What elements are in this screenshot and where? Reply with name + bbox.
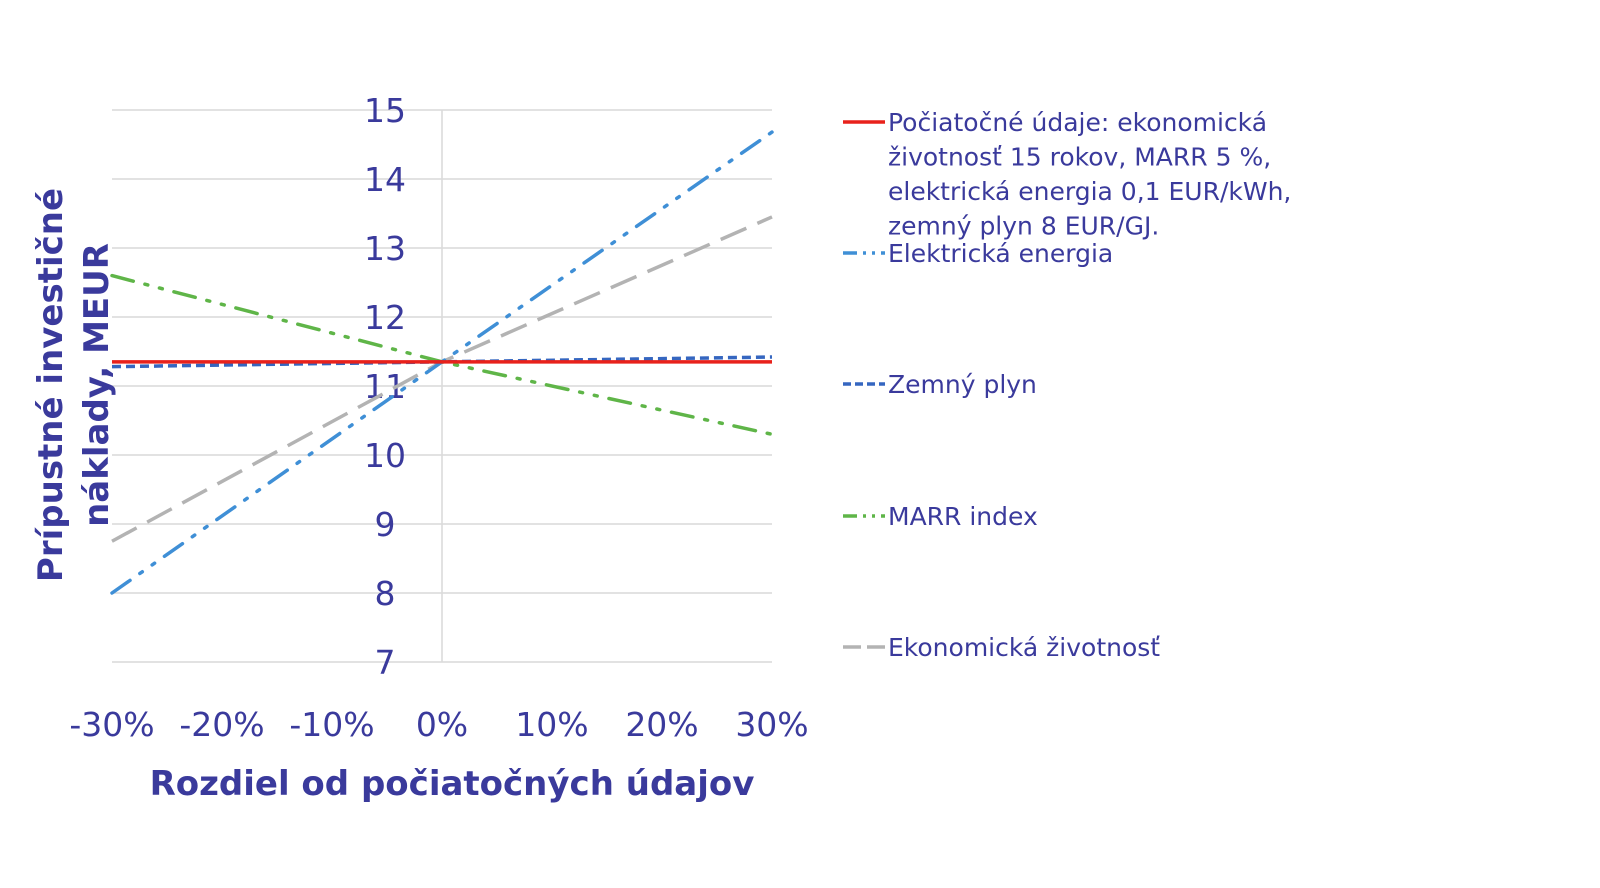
y-tick-label: 8 <box>375 574 396 613</box>
x-tick-label: -30% <box>69 705 154 744</box>
y-axis-title: Prípustné investičné náklady, MEUR <box>31 188 117 582</box>
legend-label: Zemný plyn <box>888 370 1037 399</box>
y-tick-label: 14 <box>364 160 406 199</box>
y-tick-label: 9 <box>375 505 396 544</box>
y-tick-label: 13 <box>364 229 406 268</box>
legend-label: MARR index <box>888 502 1038 531</box>
x-tick-label: 0% <box>416 705 468 744</box>
x-tick-label: -10% <box>289 705 374 744</box>
y-tick-label: 7 <box>375 643 396 682</box>
y-axis-title-line-2: náklady, MEUR <box>77 243 117 527</box>
legend-label: Elektrická energia <box>888 239 1113 268</box>
y-tick-label: 10 <box>364 436 406 475</box>
legend: Počiatočné údaje: ekonomická životnosť 15… <box>843 108 1291 662</box>
y-axis-title-line-1: Prípustné investičné <box>31 188 71 582</box>
legend-label: životnosť 15 rokov, MARR 5 %, <box>888 143 1271 172</box>
series-lines <box>110 130 774 595</box>
legend-label: Počiatočné údaje: ekonomická <box>888 108 1267 137</box>
gridlines <box>112 109 772 663</box>
x-tick-labels: -30% -20% -10% 0% 10% 20% 30% <box>69 705 808 744</box>
x-axis-title: Rozdiel od počiatočných údajov <box>150 764 755 804</box>
legend-label: elektrická energia 0,1 EUR/kWh, <box>888 177 1291 206</box>
x-tick-label: 10% <box>515 705 588 744</box>
x-tick-label: 30% <box>735 705 808 744</box>
y-tick-label: 15 <box>364 91 406 130</box>
y-tick-label: 12 <box>364 298 406 337</box>
x-tick-label: 20% <box>625 705 698 744</box>
x-tick-label: -20% <box>179 705 264 744</box>
legend-label: zemný plyn 8 EUR/GJ. <box>888 212 1159 241</box>
legend-label: Ekonomická životnosť <box>888 633 1160 662</box>
